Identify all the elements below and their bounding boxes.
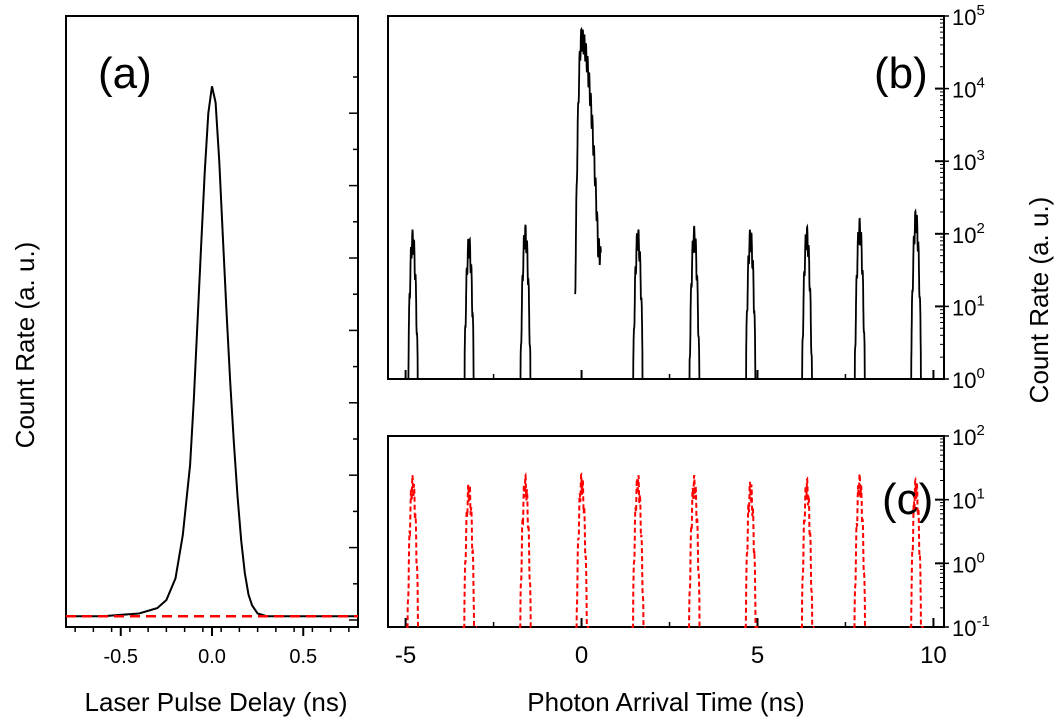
- panel-b-peak-8: [853, 217, 868, 380]
- panel-b-peak-4: [631, 229, 646, 380]
- panel-a-x-tick-label: 0.5: [289, 646, 317, 668]
- panel-c-x-tick-label: -5: [395, 642, 416, 669]
- panel-c-y-tick-label: 102: [952, 422, 985, 450]
- right-y-axis-label: Count Rate (a. u.): [1024, 197, 1054, 404]
- panel-c-peak-3: [575, 472, 590, 628]
- panel-a-signal-line: [66, 86, 358, 618]
- panel-b-peak-5: [687, 225, 702, 380]
- panel-b-y-tick-label: 105: [952, 2, 985, 30]
- panel-c-y-tick-label: 10-1: [952, 613, 990, 641]
- panel-a-label: (a): [98, 49, 152, 98]
- panel-c-peak-1: [462, 482, 477, 628]
- panel-b-peak-7: [800, 223, 815, 380]
- panel-b-y-tick-label: 104: [952, 75, 985, 103]
- panel-b-peak-9: [909, 208, 924, 380]
- panel-c-peak-6: [744, 481, 759, 628]
- left-y-axis-label: Count Rate (a. u.): [10, 242, 40, 449]
- panel-c-x-tick-label: 0: [575, 642, 588, 669]
- panel-c-x-tick-label: 5: [751, 642, 764, 669]
- panel-b-y-tick-label: 102: [952, 220, 985, 248]
- panel-c-x-axis-label: Photon Arrival Time (ns): [527, 687, 804, 717]
- panel-c-peak-8: [853, 472, 868, 628]
- panel-b-peak-0: [406, 229, 421, 380]
- panel-b-y-tick-label: 103: [952, 147, 985, 175]
- panel-c-peak-0: [406, 475, 421, 628]
- panel-c-y-tick-label: 100: [952, 549, 985, 577]
- panel-a-frame: [65, 15, 359, 628]
- panel-c-y-tick-label: 101: [952, 486, 985, 514]
- panel-c-peak-2: [518, 472, 533, 628]
- panel-a-x-tick-label: -0.5: [104, 646, 138, 668]
- panel-a-x-tick-label: 0.0: [198, 646, 226, 668]
- panel-b-peak-3: [574, 26, 602, 295]
- panel-c-peak-7: [800, 476, 815, 628]
- panel-b-y-tick-label: 101: [952, 292, 985, 320]
- panel-b-peak-2: [518, 224, 533, 380]
- panel-c-label: (c): [882, 475, 933, 524]
- panel-c-peak-5: [687, 474, 702, 628]
- panel-b-frame: [387, 15, 945, 380]
- panel-b-y-tick-label: 100: [952, 365, 985, 393]
- panel-a-x-axis-label: Laser Pulse Delay (ns): [85, 687, 348, 717]
- panel-b-peak-6: [744, 229, 759, 380]
- panel-b-label: (b): [874, 49, 928, 98]
- panel-a: (a) -0.5 0.0 0.5 Laser Pulse Delay (ns): [65, 15, 359, 717]
- panel-c-x-tick-label: 10: [920, 642, 947, 669]
- panel-c-peak-9: [909, 476, 924, 628]
- panel-b-peak-1: [462, 236, 477, 380]
- panel-b: (b) 100 101 102 103 104 105: [387, 2, 985, 393]
- panel-c-peak-4: [631, 475, 646, 628]
- panel-c-frame: [387, 435, 945, 628]
